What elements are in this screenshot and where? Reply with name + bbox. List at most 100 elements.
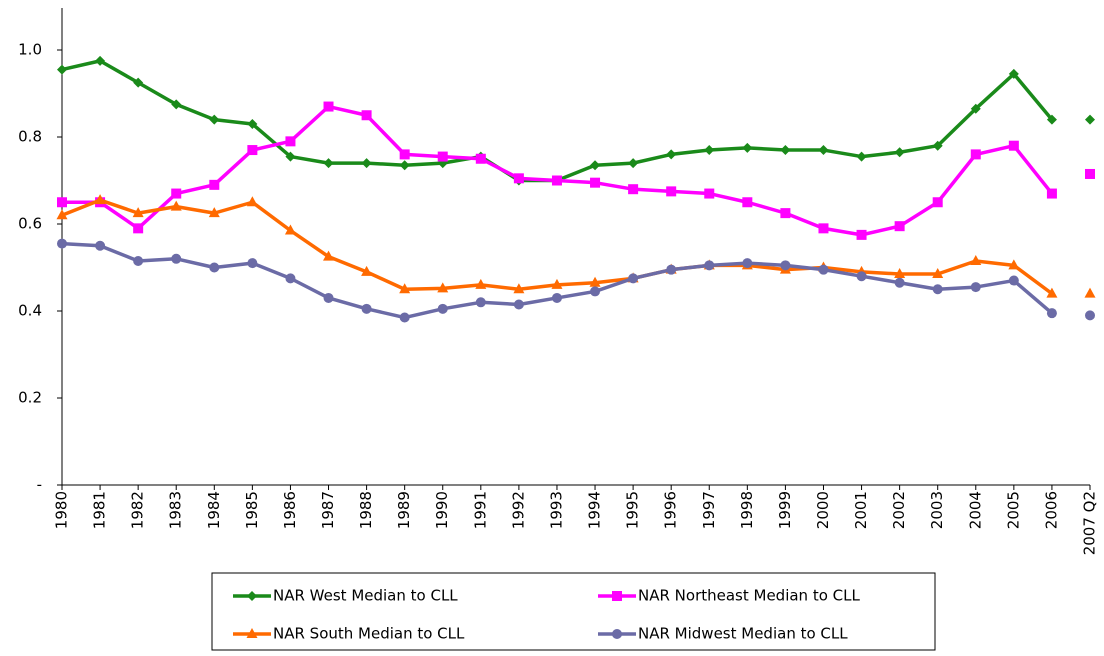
data-point	[323, 250, 335, 261]
data-point	[94, 194, 106, 205]
data-point	[704, 145, 715, 156]
series-line	[62, 244, 1090, 318]
data-point	[780, 145, 791, 156]
data-point	[666, 186, 677, 197]
data-point	[551, 292, 562, 303]
data-point	[818, 145, 829, 156]
y-tick-label: 0.6	[18, 215, 42, 233]
x-tick-label: 1984	[205, 491, 223, 529]
y-tick-label: 1.0	[18, 41, 42, 59]
data-point	[818, 264, 829, 275]
x-tick-label: 2007 Q2	[1081, 491, 1099, 555]
data-point	[666, 149, 677, 160]
data-point	[932, 140, 943, 151]
data-point	[1085, 310, 1095, 321]
data-point	[171, 99, 182, 110]
data-point	[1046, 114, 1057, 125]
data-point	[475, 297, 486, 308]
data-point	[704, 188, 715, 199]
data-point	[1046, 308, 1057, 319]
x-tick-label: 1987	[319, 491, 337, 529]
data-point	[970, 149, 981, 160]
legend-marker	[612, 629, 622, 639]
data-point	[171, 253, 182, 264]
legend-marker	[246, 628, 258, 638]
legend-label: NAR South Median to CLL	[273, 625, 465, 643]
data-point	[475, 153, 486, 164]
data-point	[57, 197, 67, 208]
data-point	[171, 188, 182, 199]
data-point	[437, 282, 449, 293]
data-point	[246, 196, 258, 207]
data-point	[818, 223, 829, 234]
data-point	[95, 55, 106, 66]
data-point	[399, 149, 410, 160]
x-tick-label: 2003	[928, 491, 946, 529]
data-point	[666, 264, 677, 275]
data-point	[323, 292, 334, 303]
data-point	[247, 145, 258, 156]
data-point	[361, 158, 372, 169]
legend-label: NAR Northeast Median to CLL	[638, 587, 860, 605]
y-tick-label: 0.2	[18, 389, 42, 407]
data-point	[57, 238, 67, 249]
data-point	[932, 268, 944, 279]
x-tick-label: 1982	[129, 491, 147, 529]
data-point	[1085, 168, 1095, 179]
x-tick-label: 1999	[776, 491, 794, 529]
x-tick-label: 2005	[1004, 491, 1022, 529]
data-point	[399, 312, 410, 323]
data-point	[95, 240, 106, 251]
data-point	[56, 209, 68, 220]
data-point	[742, 258, 753, 269]
data-point	[513, 283, 525, 294]
data-point	[894, 268, 906, 279]
data-point	[780, 208, 791, 219]
x-tick-label: 2001	[852, 491, 870, 529]
x-tick-label: 1995	[624, 491, 642, 529]
x-tick-label: 1989	[395, 491, 413, 529]
data-point	[551, 278, 563, 289]
legend-marker	[247, 591, 257, 601]
data-point	[742, 142, 753, 153]
data-point	[475, 278, 487, 289]
x-tick-label: 1981	[91, 491, 109, 529]
x-tick-label: 2006	[1042, 491, 1060, 529]
x-tick-label: 1986	[281, 491, 299, 529]
y-tick-label: 0.4	[18, 302, 42, 320]
y-tick-label: -	[37, 476, 42, 494]
x-tick-label: 1993	[547, 491, 565, 529]
data-point	[247, 258, 258, 269]
data-point	[399, 283, 411, 294]
data-point	[361, 110, 372, 121]
y-tick-label: 0.8	[18, 128, 42, 146]
data-point	[285, 151, 296, 162]
data-point	[780, 260, 791, 271]
x-tick-label: 1994	[586, 491, 604, 529]
data-point	[437, 303, 448, 314]
x-tick-label: 1997	[700, 491, 718, 529]
x-tick-label: 1980	[53, 491, 71, 529]
x-tick-label: 1992	[509, 491, 527, 529]
x-tick-label: 1996	[662, 491, 680, 529]
data-point	[133, 223, 144, 234]
data-point	[437, 151, 448, 162]
data-point	[590, 286, 601, 297]
data-point	[209, 114, 220, 125]
data-point	[590, 177, 601, 188]
x-tick-label: 1985	[243, 491, 261, 529]
data-point	[628, 184, 639, 195]
data-point	[1008, 259, 1020, 270]
data-point	[170, 200, 182, 211]
data-point	[1084, 287, 1096, 298]
data-point	[970, 254, 982, 265]
legend-label: NAR Midwest Median to CLL	[638, 625, 848, 643]
data-point	[513, 299, 524, 310]
data-point	[247, 118, 258, 129]
data-point	[513, 173, 524, 184]
data-point	[970, 282, 981, 293]
x-tick-label: 1990	[433, 491, 451, 529]
legend-marker	[612, 591, 622, 601]
legend-label: NAR West Median to CLL	[273, 587, 458, 605]
data-point	[133, 255, 144, 266]
